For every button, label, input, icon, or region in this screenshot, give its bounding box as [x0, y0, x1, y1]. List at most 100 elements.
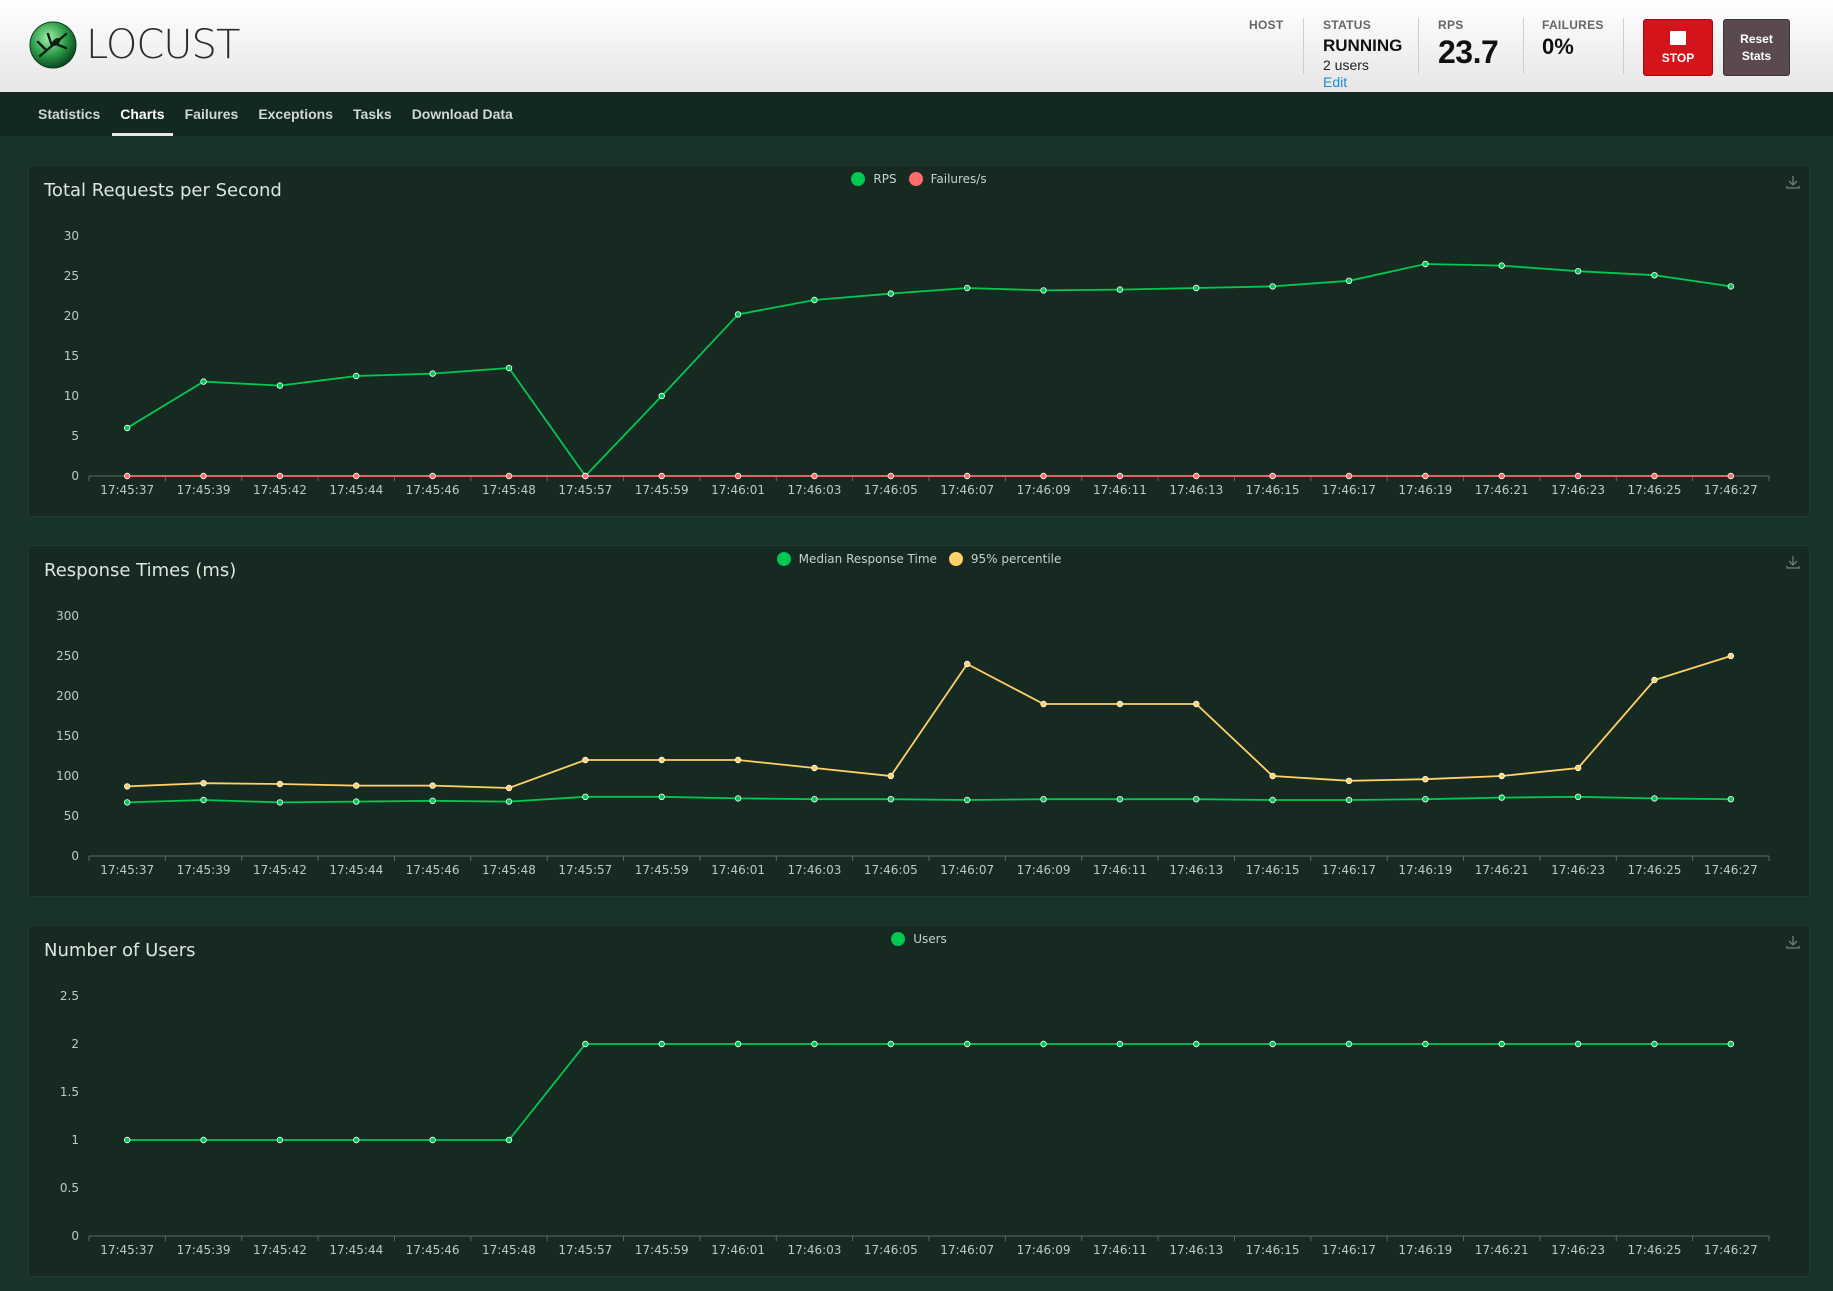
- data-point[interactable]: [276, 1136, 284, 1144]
- data-point[interactable]: [123, 799, 131, 806]
- data-point[interactable]: [353, 798, 360, 805]
- data-point[interactable]: [582, 472, 589, 480]
- data-point[interactable]: [429, 370, 436, 377]
- tab-exceptions[interactable]: Exceptions: [258, 106, 334, 122]
- reset-stats-button[interactable]: Reset Stats: [1723, 19, 1790, 76]
- data-point[interactable]: [353, 782, 360, 789]
- data-point[interactable]: [1040, 795, 1047, 803]
- legend-item-95th[interactable]: 95% percentile: [948, 552, 1061, 566]
- data-point[interactable]: [1269, 472, 1276, 480]
- data-point[interactable]: [1040, 1040, 1047, 1048]
- data-point[interactable]: [1574, 267, 1582, 275]
- data-point[interactable]: [1422, 775, 1429, 783]
- data-point[interactable]: [1498, 472, 1505, 480]
- locust-logo[interactable]: LOCUST: [28, 20, 240, 70]
- data-point[interactable]: [1422, 795, 1429, 803]
- data-point[interactable]: [887, 472, 895, 480]
- data-point[interactable]: [1345, 777, 1353, 784]
- data-point[interactable]: [734, 756, 742, 764]
- data-point[interactable]: [1269, 283, 1276, 290]
- data-point[interactable]: [1116, 795, 1124, 803]
- data-point[interactable]: [1269, 1040, 1276, 1048]
- data-point[interactable]: [963, 660, 971, 668]
- data-point[interactable]: [1727, 472, 1735, 480]
- data-point[interactable]: [276, 472, 284, 480]
- tab-charts[interactable]: Charts: [110, 92, 174, 136]
- data-point[interactable]: [1040, 287, 1047, 294]
- data-point[interactable]: [505, 364, 513, 372]
- data-point[interactable]: [429, 797, 436, 804]
- data-point[interactable]: [963, 472, 971, 480]
- data-point[interactable]: [582, 1040, 589, 1048]
- tab-statistics[interactable]: Statistics: [38, 106, 101, 122]
- data-point[interactable]: [429, 782, 436, 789]
- data-point[interactable]: [1269, 796, 1276, 804]
- data-point[interactable]: [734, 472, 742, 480]
- data-point[interactable]: [353, 372, 360, 380]
- data-point[interactable]: [963, 1040, 971, 1048]
- data-point[interactable]: [1498, 794, 1505, 801]
- data-point[interactable]: [1193, 284, 1200, 292]
- data-point[interactable]: [887, 1040, 895, 1048]
- data-point[interactable]: [200, 1136, 207, 1144]
- data-point[interactable]: [963, 284, 971, 292]
- data-point[interactable]: [887, 290, 895, 297]
- data-point[interactable]: [582, 793, 589, 800]
- data-point[interactable]: [429, 1136, 436, 1144]
- data-point[interactable]: [1116, 472, 1124, 480]
- data-point[interactable]: [1727, 283, 1735, 290]
- data-point[interactable]: [276, 780, 284, 788]
- data-point[interactable]: [658, 472, 665, 480]
- data-point[interactable]: [811, 764, 818, 772]
- data-point[interactable]: [1116, 700, 1124, 708]
- data-point[interactable]: [658, 392, 665, 400]
- data-point[interactable]: [1269, 772, 1276, 780]
- data-point[interactable]: [734, 311, 742, 318]
- data-point[interactable]: [1498, 1040, 1505, 1048]
- data-point[interactable]: [811, 795, 818, 803]
- data-point[interactable]: [353, 472, 360, 480]
- data-point[interactable]: [734, 1040, 742, 1048]
- data-point[interactable]: [1345, 472, 1353, 480]
- data-point[interactable]: [1116, 1040, 1124, 1048]
- data-point[interactable]: [734, 795, 742, 802]
- tab-tasks[interactable]: Tasks: [353, 106, 392, 122]
- data-point[interactable]: [1193, 700, 1200, 708]
- data-point[interactable]: [1040, 472, 1047, 480]
- data-point[interactable]: [429, 472, 436, 480]
- tab-failures[interactable]: Failures: [184, 106, 239, 122]
- data-point[interactable]: [1345, 796, 1353, 804]
- data-point[interactable]: [1651, 472, 1658, 480]
- data-point[interactable]: [811, 1040, 818, 1048]
- data-point[interactable]: [1345, 277, 1353, 284]
- download-icon[interactable]: [1785, 174, 1801, 190]
- data-point[interactable]: [1574, 472, 1582, 480]
- legend-item-users[interactable]: Users: [891, 932, 947, 946]
- legend-item-failures[interactable]: Failures/s: [908, 172, 987, 186]
- download-icon[interactable]: [1785, 934, 1801, 950]
- data-point[interactable]: [1651, 1040, 1658, 1048]
- data-point[interactable]: [123, 783, 131, 790]
- data-point[interactable]: [1651, 271, 1658, 279]
- stop-button[interactable]: STOP: [1643, 19, 1713, 76]
- data-point[interactable]: [1574, 1040, 1582, 1048]
- data-point[interactable]: [1345, 1040, 1353, 1048]
- data-point[interactable]: [963, 796, 971, 804]
- legend-item-median[interactable]: Median Response Time: [776, 552, 937, 566]
- data-point[interactable]: [123, 424, 131, 432]
- data-point[interactable]: [1574, 764, 1582, 772]
- data-point[interactable]: [582, 756, 589, 764]
- data-point[interactable]: [200, 796, 207, 804]
- data-point[interactable]: [1727, 1040, 1735, 1048]
- data-point[interactable]: [505, 472, 513, 480]
- data-point[interactable]: [1422, 260, 1429, 268]
- data-point[interactable]: [1116, 286, 1124, 293]
- data-point[interactable]: [505, 1136, 513, 1144]
- data-point[interactable]: [276, 799, 284, 806]
- data-point[interactable]: [276, 382, 284, 389]
- data-point[interactable]: [1193, 795, 1200, 803]
- data-point[interactable]: [887, 795, 895, 803]
- data-point[interactable]: [1651, 676, 1658, 684]
- data-point[interactable]: [505, 798, 513, 805]
- data-point[interactable]: [658, 793, 665, 800]
